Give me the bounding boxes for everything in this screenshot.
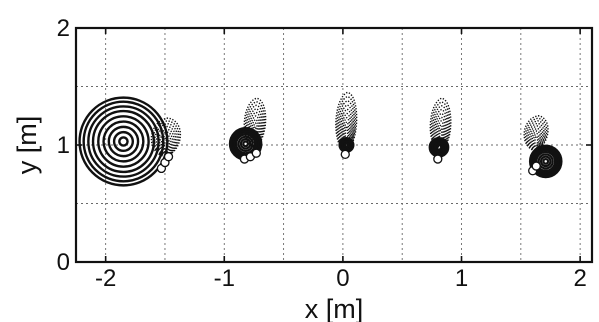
target-contour-ring (532, 148, 560, 175)
target-contour-ring (539, 155, 552, 168)
target-contour-ring (239, 138, 252, 150)
plume-contour (527, 122, 545, 152)
y-tick-labels: 0 1 2 (57, 15, 70, 276)
target-contour-ring (430, 138, 448, 156)
plume-contour (338, 104, 354, 151)
x-axis-label: x [m] (305, 294, 364, 322)
start-marker (531, 161, 541, 171)
target-contour-ring (102, 120, 145, 163)
tick-marks (76, 27, 592, 263)
plume-contour (528, 125, 544, 151)
target-contour-ring (435, 143, 443, 151)
grid-lines (75, 28, 592, 262)
start-marker (163, 152, 174, 162)
x-tick-label: 0 (336, 265, 349, 292)
y-tick-label: 1 (57, 132, 70, 159)
target-contour-ring (82, 100, 165, 183)
start-markers (156, 148, 541, 176)
x-tick-label: -1 (214, 265, 235, 292)
plume-contour (152, 120, 180, 158)
target-contour-ring (342, 141, 351, 149)
y-tick-label: 2 (57, 15, 70, 42)
target-contour-ring (87, 105, 160, 178)
target-contour-ring (432, 141, 446, 154)
x-tick-label: -2 (95, 265, 116, 292)
target-contour-ring (242, 140, 250, 148)
target-contour-ring (542, 157, 550, 165)
target-contour-ring (112, 130, 135, 153)
plume-contour (337, 100, 356, 151)
y-axis-label: y [m] (12, 116, 42, 175)
target-contour-ring (537, 153, 554, 170)
target-contour-ring (530, 146, 561, 177)
x-tick-labels: -2 -1 0 1 2 (95, 265, 587, 292)
plume-contour (154, 122, 178, 158)
target-contour-ring (118, 136, 129, 147)
plume-contour (433, 108, 449, 151)
start-marker (251, 148, 261, 158)
target-contour-ring (91, 109, 156, 174)
target-contour-ring (340, 138, 353, 152)
x-tick-label: 1 (455, 265, 468, 292)
target-contour-ring (107, 125, 140, 158)
target-contour-ring (237, 135, 254, 152)
plume-contour (336, 95, 357, 152)
plume-contour (430, 101, 451, 152)
plume-contour (162, 136, 171, 157)
target-contour-ring (528, 144, 563, 179)
target-contour-ring (235, 133, 257, 155)
target-contours (78, 96, 563, 187)
plume-contour (157, 128, 175, 157)
plume-contour (429, 97, 452, 152)
start-marker (433, 154, 443, 164)
plume-contour (526, 120, 547, 152)
plume-contour (531, 130, 541, 151)
target-contour-ring (97, 115, 150, 168)
start-marker (340, 149, 350, 160)
y-tick-label: 0 (57, 249, 70, 276)
x-tick-label: 2 (573, 265, 586, 292)
plume-contour (155, 125, 177, 157)
plume-contour (524, 117, 548, 152)
target-contour-ring (535, 150, 557, 172)
target-contour-ring (78, 96, 169, 187)
